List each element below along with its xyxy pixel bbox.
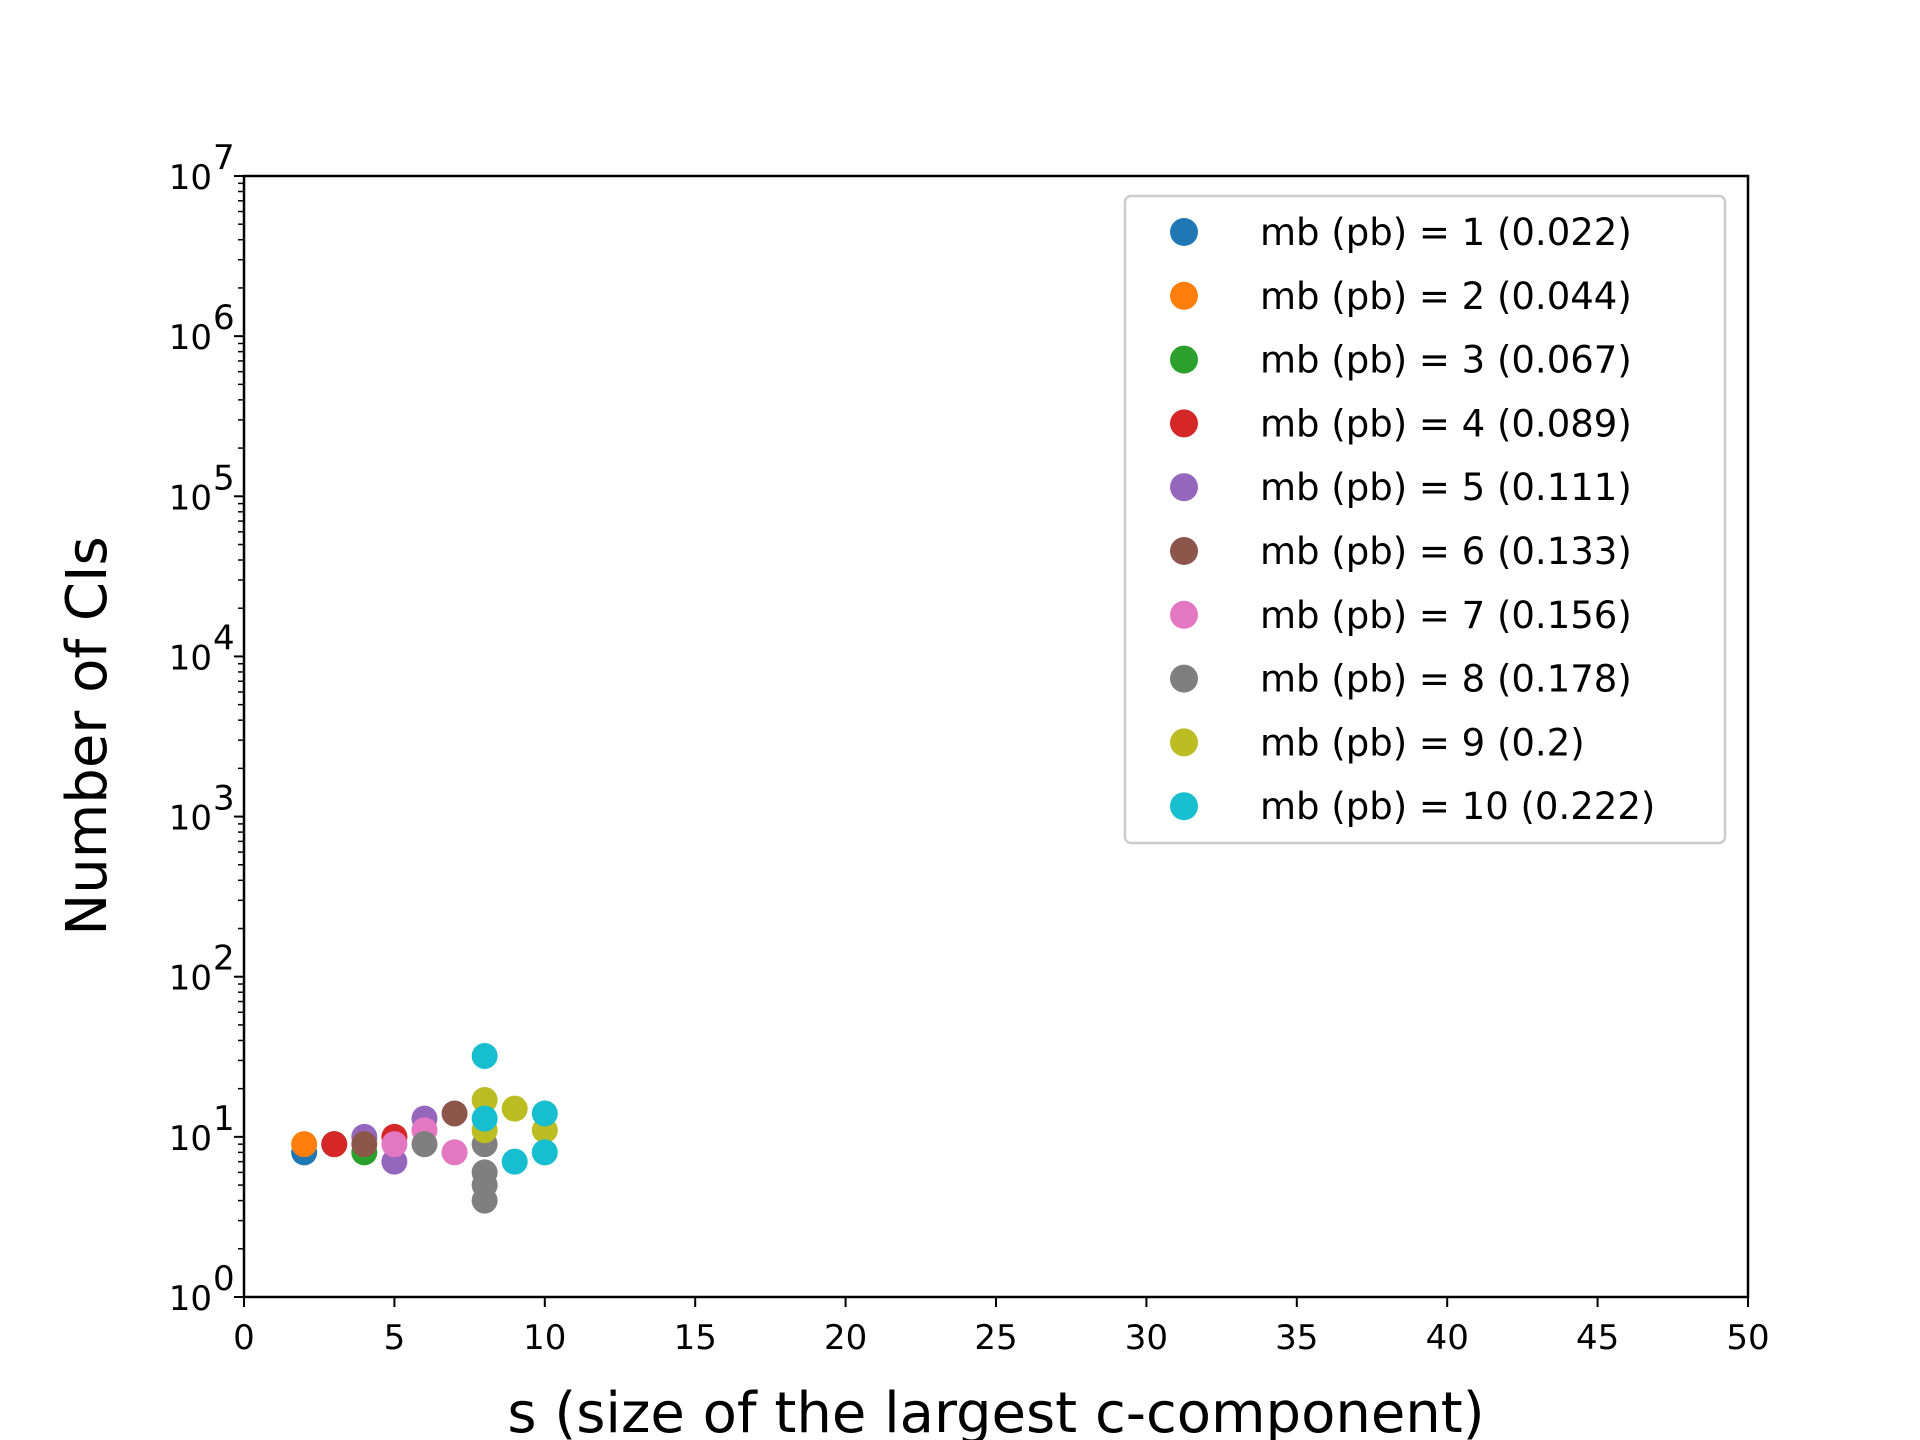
- y-tick-label: 10: [169, 478, 212, 518]
- legend-marker: [1170, 409, 1198, 438]
- legend-marker: [1170, 728, 1198, 757]
- x-tick-label: 15: [674, 1318, 717, 1358]
- data-points: [291, 1042, 558, 1214]
- legend-box: [1123, 194, 1727, 845]
- data-point-series-10: [531, 1139, 558, 1166]
- legend-label: mb (pb) = 2 (0.044): [1260, 275, 1632, 318]
- legend-marker: [1170, 473, 1198, 502]
- y-tick-base: 10: [169, 799, 212, 839]
- data-point-series-8: [411, 1131, 438, 1158]
- y-tick-exponent: 7: [213, 138, 235, 178]
- y-tick-base: 10: [169, 959, 212, 999]
- data-point-series-2: [291, 1131, 318, 1158]
- legend-label: mb (pb) = 7 (0.156): [1260, 594, 1632, 637]
- y-tick-exponent: 5: [213, 458, 235, 498]
- legend-label: mb (pb) = 8 (0.178): [1260, 658, 1632, 701]
- legend: mb (pb) = 1 (0.022) mb (pb) = 2 (0.044) mb…: [1123, 194, 1727, 845]
- y-tick-base: 10: [169, 1279, 212, 1319]
- x-tick-label: 30: [1125, 1318, 1168, 1358]
- x-tick-label: 45: [1576, 1318, 1619, 1358]
- x-tick-label: 50: [1726, 1318, 1769, 1358]
- legend-label: mb (pb) = 10 (0.222): [1260, 785, 1655, 828]
- legend-label: mb (pb) = 6 (0.133): [1260, 530, 1632, 573]
- data-point-series-8: [471, 1159, 498, 1186]
- x-tick-label: 5: [384, 1318, 406, 1358]
- y-tick-base: 10: [169, 1119, 212, 1159]
- y-tick-label: 10: [169, 959, 212, 999]
- y-tick-exponent: 6: [213, 298, 235, 338]
- minor-ticks: [238, 182, 244, 1250]
- legend-label: mb (pb) = 9 (0.2): [1260, 721, 1585, 764]
- y-tick-label: 10: [169, 318, 212, 358]
- legend-marker: [1170, 281, 1198, 310]
- y-tick-label: 10: [169, 799, 212, 839]
- data-point-series-7: [441, 1139, 468, 1166]
- legend-label: mb (pb) = 4 (0.089): [1260, 402, 1632, 445]
- y-tick-label: 10: [169, 638, 212, 678]
- data-point-series-10: [501, 1148, 528, 1175]
- data-point-series-9: [501, 1095, 528, 1122]
- y-axis-label: Number of CIs: [55, 536, 120, 935]
- x-tick-label: 10: [523, 1318, 566, 1358]
- y-tick-label: 10: [169, 1119, 212, 1159]
- legend-label: mb (pb) = 1 (0.022): [1260, 211, 1632, 254]
- data-point-series-10: [531, 1100, 558, 1127]
- data-point-series-6: [351, 1131, 378, 1158]
- legend-marker: [1170, 345, 1198, 374]
- data-point-series-4: [321, 1131, 348, 1158]
- legend-marker: [1170, 600, 1198, 629]
- y-tick-label: 10: [169, 1279, 212, 1319]
- y-tick-exponent: 2: [213, 939, 235, 979]
- y-tick-base: 10: [169, 638, 212, 678]
- x-axis-label: s (size of the largest c-component): [507, 1381, 1484, 1440]
- data-point-series-10: [471, 1042, 498, 1069]
- legend-marker: [1170, 664, 1198, 693]
- y-tick-exponent: 0: [213, 1259, 235, 1299]
- y-tick-label: 10: [169, 158, 212, 198]
- data-point-series-7: [381, 1131, 408, 1158]
- x-tick-label: 35: [1275, 1318, 1318, 1358]
- y-tick-base: 10: [169, 318, 212, 358]
- legend-label: mb (pb) = 5 (0.111): [1260, 466, 1632, 509]
- legend-items: mb (pb) = 1 (0.022) mb (pb) = 2 (0.044) mb…: [1170, 211, 1655, 828]
- legend-marker: [1170, 218, 1198, 246]
- y-tick-exponent: 1: [213, 1099, 235, 1139]
- x-tick-label: 40: [1426, 1318, 1469, 1358]
- legend-marker: [1170, 792, 1198, 821]
- legend-marker: [1170, 537, 1198, 565]
- y-tick-exponent: 3: [213, 779, 235, 819]
- y-tick-base: 10: [169, 158, 212, 198]
- y-tick-base: 10: [169, 478, 212, 518]
- x-tick-label: 25: [974, 1318, 1017, 1358]
- data-point-series-6: [441, 1100, 468, 1127]
- legend-label: mb (pb) = 3 (0.067): [1260, 339, 1632, 382]
- x-tick-label: 0: [233, 1318, 255, 1358]
- x-axis: 0 5 10 15 20 25 30 35 40 45 50: [233, 1297, 1770, 1358]
- data-point-series-9: [471, 1086, 498, 1113]
- y-tick-exponent: 4: [213, 618, 235, 658]
- data-point-series-10: [471, 1105, 498, 1132]
- x-tick-label: 20: [824, 1318, 867, 1358]
